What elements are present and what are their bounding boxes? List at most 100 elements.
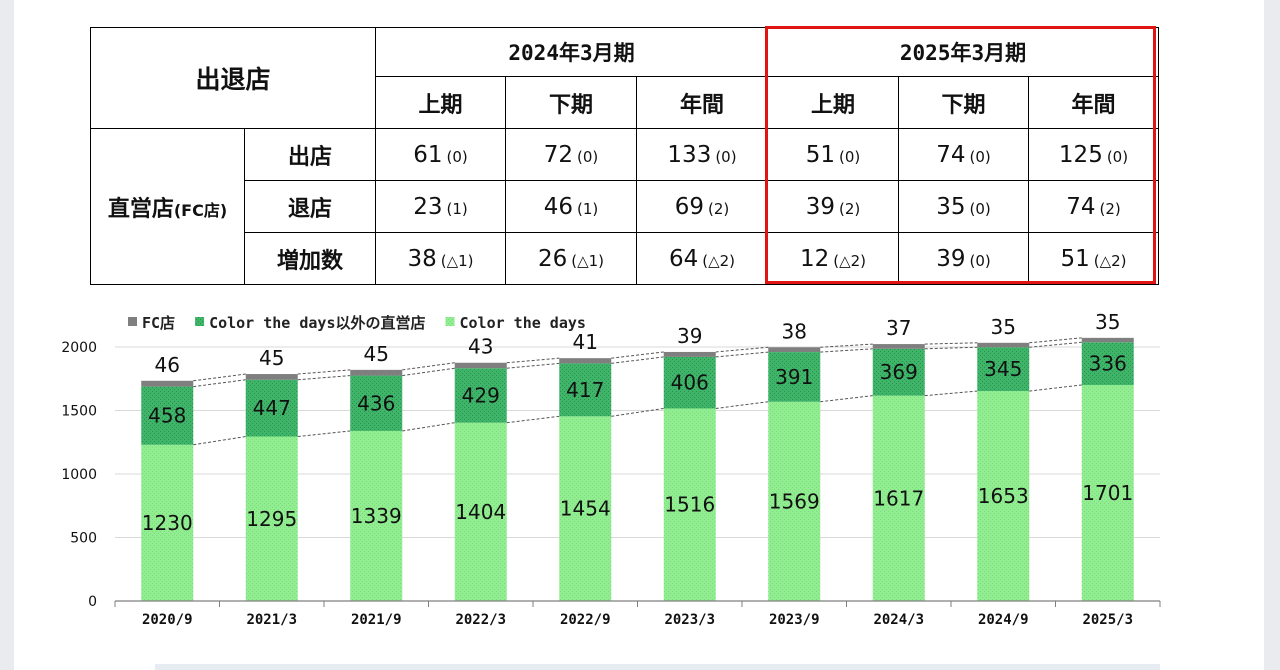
bar-fc-stores: [663, 351, 716, 357]
bar-other-direct-stores: [559, 363, 612, 417]
chart-legend: FC店 Color the days以外の直営店 Color the days: [128, 314, 586, 332]
bar-fc-stores: [454, 362, 507, 369]
table-cell: 61 (0): [375, 128, 506, 181]
viewer-left-margin: [0, 0, 14, 670]
bar-fc-stores: [141, 380, 194, 387]
connector-line: [715, 401, 769, 409]
data-label-fc-stores: 35: [1095, 310, 1120, 334]
connector-line: [506, 415, 560, 424]
data-label-other-direct-stores: 369: [880, 360, 918, 384]
bar-other-direct-stores: [977, 347, 1030, 392]
connector-line: [297, 430, 351, 438]
y-tick-label: 0: [88, 594, 97, 610]
connector-line: [402, 362, 455, 371]
connector-line: [715, 351, 769, 358]
bar-other-direct-stores: [141, 386, 194, 445]
x-tick-label: 2025/3: [1082, 612, 1133, 628]
connector-line: [1029, 384, 1082, 392]
table-cell: 74 (2): [1028, 180, 1159, 233]
table-cell: 12 (△2): [767, 232, 899, 285]
table-row: 増加数 38 (△1) 26 (△1) 64 (△2) 12 (△2) 39 (0) 51…: [91, 232, 1159, 285]
data-label-color-the-days: 1339: [351, 504, 402, 528]
sub-period-2025-year: 年間: [1028, 76, 1159, 129]
bar-other-direct-stores: [768, 352, 821, 402]
store-opening-closing-table: 出退店 2024年3月期 2025年3月期 上期 下期 年間 上期 下期 年間 …: [90, 27, 1159, 285]
row-label: 退店: [244, 180, 376, 233]
bar-color-the-days: [872, 395, 925, 601]
table-cell: 26 (△1): [505, 232, 637, 285]
chart-axes: 0 500 1000 1500 2000 2020/9 2021/3 2021/9 2022/3…: [61, 340, 1161, 628]
bar-color-the-days: [350, 430, 403, 601]
connector-line: [611, 356, 664, 364]
data-label-color-the-days: 1653: [978, 484, 1029, 508]
y-tick-label: 1000: [61, 467, 97, 483]
bar-color-the-days: [245, 436, 298, 601]
data-label-fc-stores: 45: [259, 346, 284, 370]
connector-line: [924, 346, 978, 350]
sub-period-2024-h2: 下期: [505, 76, 637, 129]
bar-fc-stores: [1081, 337, 1134, 343]
table-cell: 125 (0): [1028, 128, 1159, 181]
connector-line: [820, 343, 873, 348]
x-tick-label: 2021/9: [351, 612, 402, 628]
bar-color-the-days: [768, 401, 821, 601]
x-tick-label: 2023/9: [769, 612, 820, 628]
sub-period-2024-year: 年間: [636, 76, 768, 129]
bar-color-the-days: [559, 416, 612, 601]
y-tick-label: 1500: [61, 404, 97, 420]
legend-swatch: [445, 317, 455, 326]
data-label-fc-stores: 35: [991, 315, 1016, 339]
connector-line: [506, 357, 560, 364]
x-tick-label: 2023/3: [664, 612, 715, 628]
bar-other-direct-stores: [663, 356, 716, 409]
y-tick-label: 2000: [61, 340, 97, 356]
connector-line: [297, 375, 351, 381]
legend-swatch: [128, 317, 137, 326]
bar-other-direct-stores: [245, 379, 298, 437]
x-tick-label: 2020/9: [142, 612, 193, 628]
connector-line: [820, 348, 873, 353]
table-cell: 23 (1): [375, 180, 506, 233]
connector-line: [402, 367, 455, 377]
legend-label: Color the days以外の直営店: [209, 314, 425, 332]
table-cell: 64 (△2): [636, 232, 768, 285]
connector-line: [924, 342, 978, 345]
connector-line: [506, 362, 560, 369]
bar-connector-lines: [193, 337, 1082, 446]
connector-line: [1029, 337, 1082, 344]
store-count-stacked-bar-chart: 1230 458 46 1295 447 45 1339 436 45 1404 429 43 1454…: [61, 310, 1161, 628]
data-label-color-the-days: 1701: [1082, 481, 1133, 505]
table-row: 退店 23 (1) 46 (1) 69 (2) 39 (2) 35 (0) 74 (2): [91, 180, 1159, 233]
x-tick-label: 2022/3: [455, 612, 506, 628]
table-cell: 39 (0): [898, 232, 1029, 285]
connector-line: [193, 379, 246, 388]
data-label-other-direct-stores: 436: [357, 391, 395, 415]
connector-line: [193, 373, 246, 382]
table-cell: 74 (0): [898, 128, 1029, 181]
x-tick-label: 2022/9: [560, 612, 611, 628]
table-cell: 35 (0): [898, 180, 1029, 233]
page-bottom-strip: [155, 664, 1160, 670]
data-label-color-the-days: 1295: [246, 507, 297, 531]
x-tick-label: 2021/3: [246, 612, 297, 628]
legend-label: Color the days: [460, 314, 586, 332]
data-label-fc-stores: 38: [782, 319, 807, 343]
data-label-other-direct-stores: 447: [253, 396, 291, 420]
connector-line: [297, 369, 351, 375]
bar-other-direct-stores: [872, 348, 925, 396]
connector-line: [402, 422, 455, 432]
row-label: 出店: [244, 128, 376, 181]
bar-fc-stores: [768, 347, 821, 353]
bar-fc-stores: [350, 369, 403, 376]
data-label-color-the-days: 1617: [873, 486, 924, 510]
x-tick-label: 2024/3: [873, 612, 924, 628]
period-group-2024: 2024年3月期: [375, 27, 768, 77]
data-label-fc-stores: 41: [573, 330, 598, 354]
data-label-fc-stores: 43: [468, 335, 493, 359]
table-cell: 39 (2): [767, 180, 899, 233]
data-label-fc-stores: 46: [155, 353, 180, 377]
data-label-fc-stores: 39: [677, 324, 702, 348]
chart-data-labels: 1230 458 46 1295 447 45 1339 436 45 1404 429 43 1454…: [142, 310, 1133, 535]
period-group-2025: 2025年3月期: [767, 27, 1159, 77]
sub-period-2025-h1: 上期: [767, 76, 899, 129]
